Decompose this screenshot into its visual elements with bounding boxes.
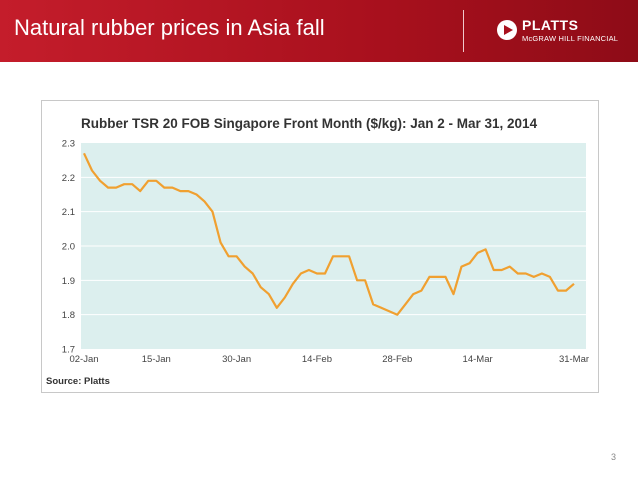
chart-frame: Rubber TSR 20 FOB Singapore Front Month …: [41, 100, 599, 393]
logo-subtitle: McGRAW HILL FINANCIAL: [522, 34, 619, 43]
series-group: [83, 152, 575, 316]
x-tick-label: 02-Jan: [69, 354, 98, 365]
x-tick-label: 28-Feb: [382, 354, 412, 365]
x-tick-label: 15-Jan: [142, 354, 171, 365]
y-tick-label: 2.3: [62, 139, 75, 150]
x-tick-label: 14-Feb: [302, 354, 332, 365]
y-axis-ticks: 2.3 2.2 2.1 2.0 1.9 1.8 1.7: [62, 139, 75, 356]
page-number: 3: [610, 452, 616, 462]
y-tick-label: 2.2: [62, 173, 75, 184]
rubber-price-chart: Rubber TSR 20 FOB Singapore Front Month …: [46, 116, 589, 387]
y-tick-label: 1.8: [62, 310, 75, 321]
logo-name: PLATTS: [522, 17, 579, 33]
x-axis-ticks: 02-Jan 15-Jan 30-Jan 14-Feb 28-Feb 14-Mar 31-M…: [69, 354, 589, 365]
x-tick-label: 31-Mar: [559, 354, 589, 365]
slide-title: Natural rubber prices in Asia fall: [14, 15, 325, 40]
x-tick-label: 14-Mar: [463, 354, 493, 365]
grid-lines: [81, 176, 586, 316]
title-banner: Natural rubber prices in Asia fall PLATT…: [0, 0, 638, 62]
banner-divider: [463, 10, 464, 52]
y-tick-label: 2.0: [62, 242, 75, 253]
x-tick-label: 30-Jan: [222, 354, 251, 365]
platts-logo-icon: [497, 20, 517, 40]
series-line: [83, 152, 575, 316]
chart-source: Source: Platts: [46, 376, 110, 387]
y-tick-label: 2.1: [62, 207, 75, 218]
chart-title: Rubber TSR 20 FOB Singapore Front Month …: [81, 116, 538, 131]
y-tick-label: 1.9: [62, 276, 75, 287]
y-tick-label: 1.7: [62, 345, 75, 356]
